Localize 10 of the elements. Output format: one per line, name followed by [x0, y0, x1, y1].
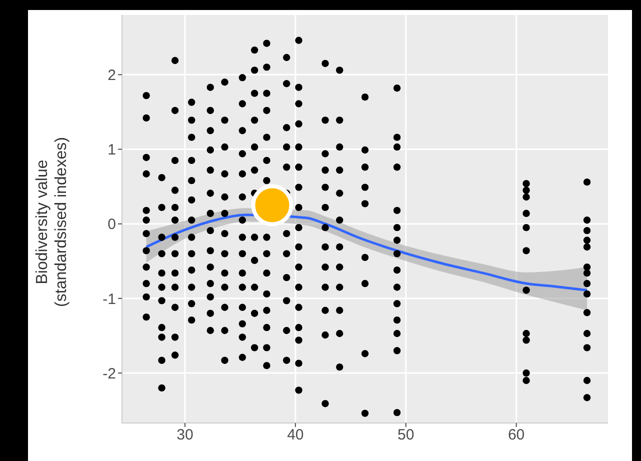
y-tick-label: -1 — [102, 290, 116, 308]
x-tick-label: 30 — [176, 426, 194, 444]
y-tick-label: -2 — [102, 365, 116, 382]
y-axis-title: Biodiversity value (standardsised indexes) — [34, 137, 70, 307]
x-tick-label: 60 — [508, 426, 525, 444]
x-tick-label: 50 — [398, 426, 414, 444]
y-tick-label: 2 — [108, 66, 116, 84]
x-tick-label: 40 — [287, 426, 304, 444]
y-tick-label: 0 — [108, 216, 116, 234]
y-tick-label: 1 — [108, 142, 116, 159]
